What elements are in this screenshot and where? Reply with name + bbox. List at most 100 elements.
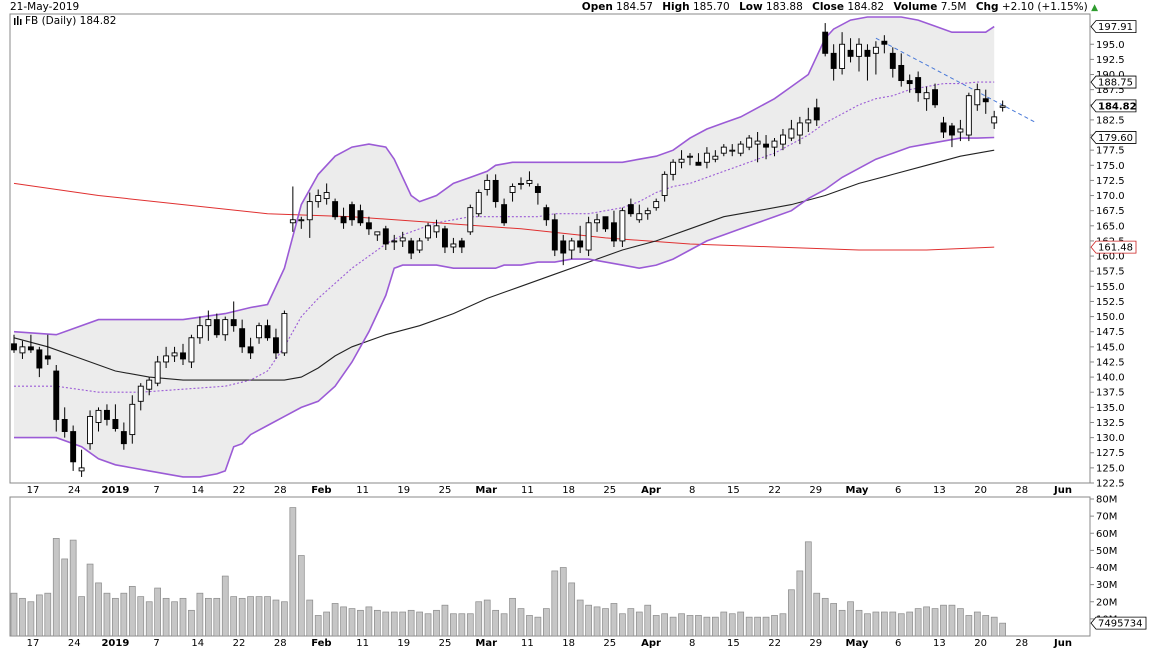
candle: [213, 313, 220, 338]
candle-body: [36, 349, 43, 369]
candle: [585, 216, 592, 257]
candle-body: [146, 379, 153, 390]
candle: [349, 201, 355, 226]
price-date-label: 17: [27, 485, 40, 496]
volume-bar: [728, 613, 736, 637]
volume-bar: [906, 611, 914, 637]
price-tick-label: 125.0: [1096, 463, 1125, 474]
candle: [720, 144, 727, 157]
volume-date-label: May: [846, 638, 869, 649]
volume-date-label: 22: [233, 638, 246, 649]
candle-body: [19, 346, 26, 354]
volume-date-label: 22: [768, 638, 781, 649]
candle-body: [687, 155, 693, 158]
candle: [365, 216, 372, 235]
candle: [222, 316, 229, 341]
candle: [27, 334, 34, 353]
volume-bar: [205, 597, 212, 637]
candle-body: [780, 134, 786, 145]
volume-bar: [179, 597, 187, 637]
candle: [382, 225, 389, 251]
volume-bar: [695, 615, 702, 637]
volume-bar: [517, 608, 525, 637]
candle-body: [551, 219, 558, 251]
candle-body: [872, 46, 879, 54]
volume-bar: [407, 609, 415, 637]
volume-bar: [196, 592, 204, 637]
volume-bar: [821, 597, 829, 637]
volume-bar: [86, 563, 94, 637]
middle-band-label: 188.75: [1090, 75, 1137, 89]
candle-body: [670, 161, 677, 175]
candle: [636, 204, 643, 223]
volume-date-label: 29: [809, 638, 822, 649]
candle: [594, 213, 600, 232]
candle-body: [585, 222, 592, 251]
stock-chart-icon: [14, 16, 22, 25]
candle: [475, 189, 482, 217]
candle: [889, 47, 896, 78]
volume-bar: [120, 592, 128, 637]
candle-body: [273, 337, 279, 354]
high-label: High: [662, 1, 690, 13]
candle: [856, 38, 862, 72]
candle: [171, 346, 178, 362]
volume-label: Volume: [893, 1, 938, 13]
close-label: Close: [812, 1, 845, 13]
volume-tick-label: 70M: [1096, 512, 1117, 523]
price-tick-label: 142.5: [1096, 357, 1125, 368]
candle-body: [915, 77, 922, 94]
price-tick-label: 127.5: [1096, 448, 1125, 459]
candle: [247, 337, 254, 359]
candle: [737, 141, 744, 157]
price-date-label: 18: [562, 485, 575, 496]
volume-bar: [652, 615, 660, 637]
candle-body: [315, 195, 322, 203]
candle: [982, 89, 989, 114]
volume-bar: [69, 539, 77, 637]
volume-bar: [492, 609, 499, 637]
candle: [906, 74, 913, 93]
volume-date-label: 13: [933, 638, 946, 649]
candle: [602, 216, 609, 232]
candle: [467, 204, 474, 235]
candle-body: [678, 158, 685, 163]
candle: [44, 334, 51, 365]
candle: [501, 198, 508, 226]
volume-bar: [957, 608, 964, 637]
candle: [19, 340, 26, 359]
volume-date-label: 19: [397, 638, 410, 649]
volume-date-label: 25: [439, 638, 452, 649]
volume-bar: [838, 609, 846, 637]
candle: [754, 132, 761, 163]
volume-bar: [914, 608, 922, 637]
sma-long-line: [13, 182, 995, 251]
candle: [180, 343, 186, 365]
candle-body: [534, 186, 541, 193]
volume-bar: [754, 616, 761, 637]
price-date-label: 25: [603, 485, 616, 496]
candle: [484, 174, 491, 196]
chart-date: 21-May-2019: [10, 0, 79, 14]
bollinger-band-fill: [14, 17, 995, 477]
candle-body: [636, 213, 643, 221]
volume-label-box: [1090, 616, 1147, 630]
chg-label: Chg: [975, 1, 999, 13]
chart-legend: FB (Daily) 184.82: [14, 15, 116, 27]
price-date-label: May: [846, 485, 869, 496]
price-date-label: 19: [397, 485, 410, 496]
candle: [703, 147, 710, 169]
candle: [543, 204, 550, 226]
candle-body: [746, 137, 753, 148]
candle: [129, 395, 136, 444]
price-tick-label: 157.5: [1096, 267, 1125, 278]
candle-body: [247, 346, 254, 354]
price-date-label: Mar: [475, 485, 497, 496]
candle-body: [627, 204, 634, 215]
price-panel: 122.5 125.0 127.5 130.0 132.5 135.0 137.5 140.0…: [9, 13, 1137, 496]
volume-date-label: 8: [689, 638, 695, 649]
open-value: 184.57: [616, 1, 653, 13]
price-tick-label: 160.0: [1096, 252, 1125, 263]
candle: [653, 198, 660, 211]
